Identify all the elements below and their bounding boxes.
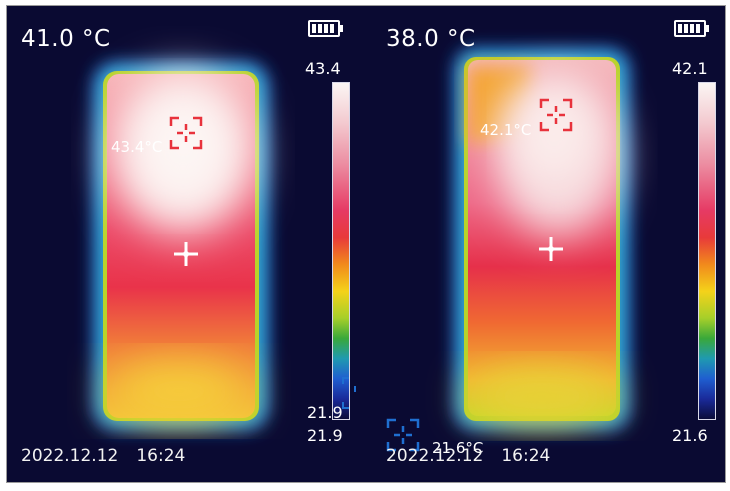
left-time: 16:24 (136, 446, 186, 466)
right-thermal-image (366, 6, 725, 482)
left-thermal-panel: 41.0 °C 43.4 21.9 21.9 43.4°C (7, 6, 366, 482)
battery-icon (308, 20, 343, 37)
left-datetime: 2022.12.12 16:24 (21, 446, 185, 466)
right-hotspot-label: 42.1°C (480, 121, 532, 139)
battery-icon (674, 20, 709, 37)
left-center-temperature: 41.0 °C (21, 26, 111, 52)
left-color-scale-bar (332, 82, 350, 420)
left-hotspot-label: 43.4°C (111, 138, 163, 156)
right-date: 2022.12.12 (386, 446, 484, 466)
right-datetime: 2022.12.12 16:24 (386, 446, 550, 466)
left-scale-max: 43.4 (305, 59, 341, 78)
hotspot-marker-icon (539, 98, 573, 132)
crosshair-icon (539, 237, 563, 261)
thermal-image-frame: 41.0 °C 43.4 21.9 21.9 43.4°C (6, 5, 726, 483)
coldspot-marker-icon (342, 377, 356, 409)
right-time: 16:24 (501, 446, 551, 466)
crosshair-icon (174, 242, 198, 266)
left-date: 2022.12.12 (21, 446, 119, 466)
left-thermal-image (7, 6, 366, 482)
right-thermal-panel: 38.0 °C 42.1 21.6 42.1°C (366, 6, 725, 482)
hotspot-marker-icon (169, 116, 203, 150)
right-scale-min: 21.6 (672, 426, 708, 445)
right-color-scale-bar (698, 82, 716, 420)
right-scale-max: 42.1 (672, 59, 708, 78)
right-coldspot-label: 21.6°C (432, 439, 484, 457)
left-scale-min-overlay: 21.9 (307, 403, 343, 422)
right-center-temperature: 38.0 °C (386, 26, 476, 52)
coldspot-marker-icon (386, 418, 420, 452)
left-scale-min: 21.9 (307, 426, 343, 445)
